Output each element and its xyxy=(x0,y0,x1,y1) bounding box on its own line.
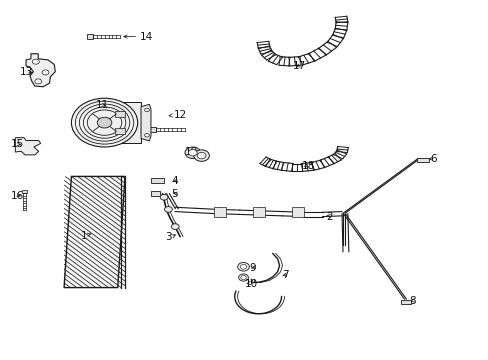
Polygon shape xyxy=(26,54,55,87)
Polygon shape xyxy=(64,176,125,288)
Circle shape xyxy=(171,224,179,229)
Text: 18: 18 xyxy=(302,161,315,171)
FancyBboxPatch shape xyxy=(87,35,93,40)
FancyBboxPatch shape xyxy=(115,111,124,117)
Circle shape xyxy=(144,108,149,112)
Polygon shape xyxy=(214,207,225,217)
FancyBboxPatch shape xyxy=(151,192,159,196)
Polygon shape xyxy=(106,102,141,143)
Polygon shape xyxy=(141,104,151,141)
Circle shape xyxy=(42,70,49,75)
Text: 15: 15 xyxy=(10,139,23,149)
Text: 19: 19 xyxy=(184,147,198,157)
Circle shape xyxy=(240,264,246,269)
Text: 6: 6 xyxy=(429,154,435,164)
Circle shape xyxy=(193,150,209,161)
Text: 3: 3 xyxy=(165,232,172,242)
Polygon shape xyxy=(292,207,304,217)
Circle shape xyxy=(35,79,41,84)
FancyBboxPatch shape xyxy=(21,190,26,193)
Circle shape xyxy=(32,59,39,64)
Text: 12: 12 xyxy=(173,111,187,121)
Circle shape xyxy=(97,117,112,128)
FancyBboxPatch shape xyxy=(150,127,156,132)
Text: 9: 9 xyxy=(249,263,256,273)
Circle shape xyxy=(144,134,149,137)
Text: 4: 4 xyxy=(171,176,178,186)
Text: 8: 8 xyxy=(408,296,415,306)
Text: 17: 17 xyxy=(293,61,306,71)
Circle shape xyxy=(237,262,249,271)
Text: 7: 7 xyxy=(282,270,288,280)
Text: 11: 11 xyxy=(96,100,109,110)
FancyBboxPatch shape xyxy=(151,178,163,183)
Circle shape xyxy=(71,98,138,147)
Circle shape xyxy=(238,274,248,281)
FancyBboxPatch shape xyxy=(416,158,428,162)
Text: 13: 13 xyxy=(20,67,33,77)
FancyBboxPatch shape xyxy=(115,128,124,134)
Text: 2: 2 xyxy=(326,212,332,221)
Text: 10: 10 xyxy=(244,279,257,289)
Text: 14: 14 xyxy=(140,32,153,41)
Circle shape xyxy=(164,207,172,212)
Circle shape xyxy=(160,194,167,200)
Text: 16: 16 xyxy=(10,191,23,201)
Text: 5: 5 xyxy=(171,189,178,199)
Circle shape xyxy=(188,149,197,156)
Circle shape xyxy=(184,147,200,158)
Circle shape xyxy=(197,152,205,159)
Polygon shape xyxy=(15,138,41,155)
Circle shape xyxy=(241,275,245,279)
FancyBboxPatch shape xyxy=(400,300,410,304)
Polygon shape xyxy=(253,207,264,217)
Text: 1: 1 xyxy=(81,231,87,240)
